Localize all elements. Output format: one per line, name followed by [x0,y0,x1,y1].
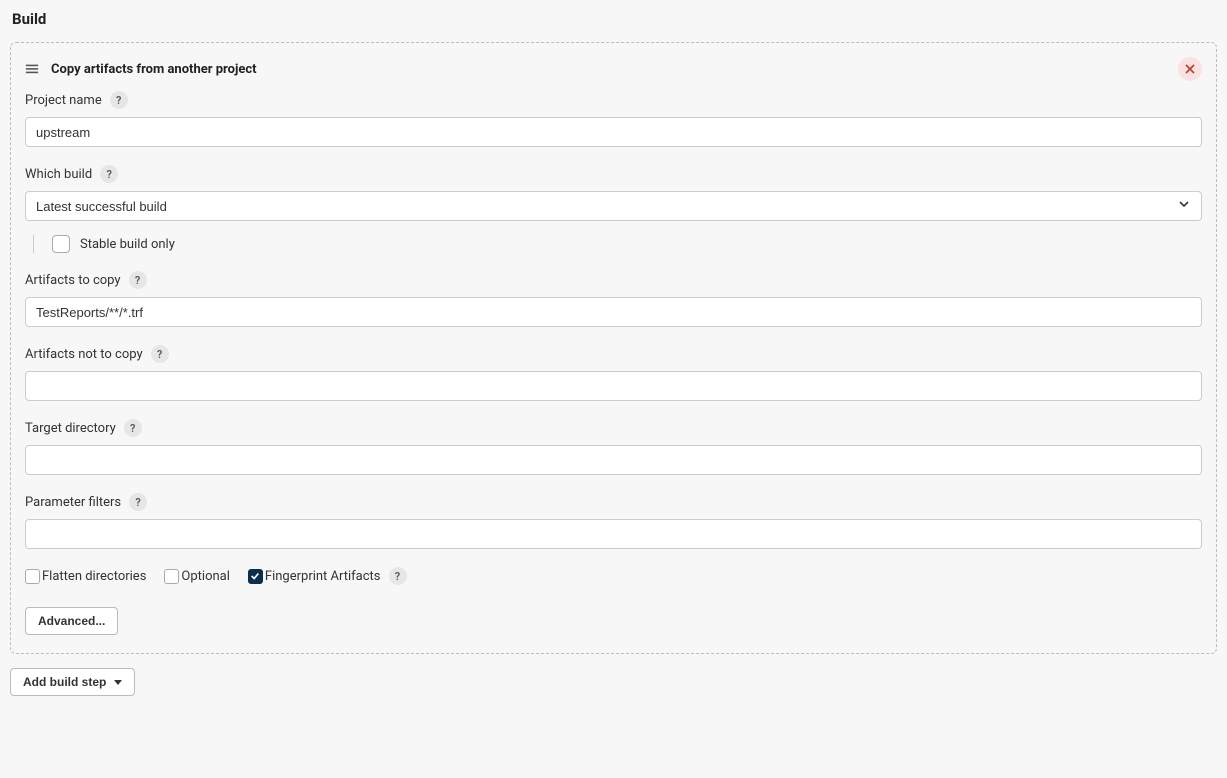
artifacts-to-copy-help-icon[interactable]: ? [129,271,147,289]
advanced-button[interactable]: Advanced... [25,607,118,635]
stable-build-only-checkbox[interactable] [52,235,70,253]
options-row: Flatten directories Optional Fingerprint… [25,567,1202,585]
build-step-panel: Copy artifacts from another project Proj… [10,42,1217,654]
remove-step-button[interactable] [1178,57,1202,81]
fingerprint-artifacts-help-icon[interactable]: ? [389,567,407,585]
flatten-directories-label: Flatten directories [42,569,146,584]
optional-checkbox[interactable] [164,569,179,584]
footer-row: Add build step [10,668,1217,696]
advanced-button-label: Advanced... [38,614,105,628]
add-build-step-label: Add build step [23,675,106,689]
parameter-filters-label: Parameter filters [25,495,121,510]
caret-down-icon [114,675,122,689]
artifacts-not-to-copy-group: Artifacts not to copy ? [25,345,1202,401]
which-build-select[interactable]: Latest successful build [25,191,1202,221]
target-directory-label: Target directory [25,421,116,436]
target-directory-help-icon[interactable]: ? [124,419,142,437]
fingerprint-artifacts-label: Fingerprint Artifacts [265,569,381,584]
stable-build-only-label: Stable build only [80,237,175,252]
section-title: Build [0,0,1227,42]
artifacts-to-copy-input[interactable] [25,297,1202,327]
optional-label: Optional [181,569,229,584]
panel-header: Copy artifacts from another project [25,57,1202,81]
artifacts-not-to-copy-input[interactable] [25,371,1202,401]
add-build-step-button[interactable]: Add build step [10,668,135,696]
flatten-directories-checkbox[interactable] [25,569,40,584]
which-build-label: Which build [25,167,92,182]
project-name-input[interactable] [25,117,1202,147]
parameter-filters-input[interactable] [25,519,1202,549]
artifacts-to-copy-label: Artifacts to copy [25,273,121,288]
panel-title: Copy artifacts from another project [51,62,257,77]
project-name-label: Project name [25,93,102,108]
target-directory-group: Target directory ? [25,419,1202,475]
which-build-group: Which build ? Latest successful build St… [25,165,1202,253]
which-build-help-icon[interactable]: ? [100,165,118,183]
drag-handle-icon[interactable] [25,62,39,76]
parameter-filters-group: Parameter filters ? [25,493,1202,549]
artifacts-not-to-copy-help-icon[interactable]: ? [151,345,169,363]
target-directory-input[interactable] [25,445,1202,475]
project-name-help-icon[interactable]: ? [110,91,128,109]
parameter-filters-help-icon[interactable]: ? [129,493,147,511]
artifacts-to-copy-group: Artifacts to copy ? [25,271,1202,327]
fingerprint-artifacts-checkbox[interactable] [248,569,263,584]
project-name-group: Project name ? [25,91,1202,147]
artifacts-not-to-copy-label: Artifacts not to copy [25,347,143,362]
advanced-row: Advanced... [25,607,1202,635]
